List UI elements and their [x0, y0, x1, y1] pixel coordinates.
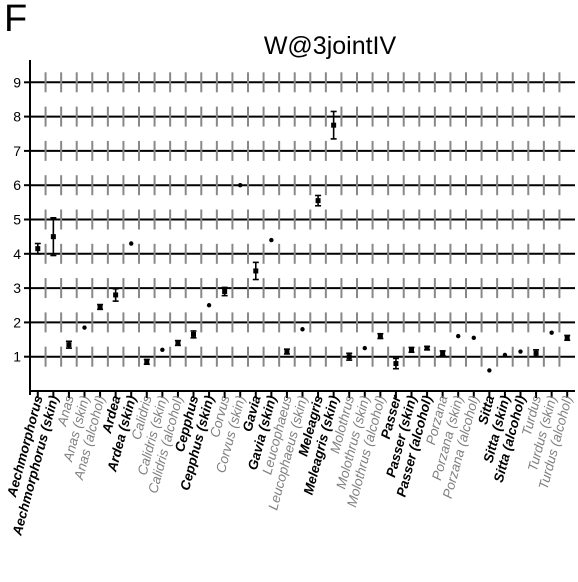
data-point	[424, 345, 430, 351]
y-tick-label: 8	[13, 109, 21, 125]
data-point	[393, 361, 399, 367]
y-tick-label: 7	[13, 143, 21, 159]
data-point	[502, 352, 508, 358]
data-point	[50, 234, 56, 240]
data-point	[160, 347, 165, 353]
data-point	[82, 325, 87, 330]
data-point	[222, 289, 228, 295]
data-point	[238, 183, 243, 188]
data-point	[456, 333, 461, 339]
data-point	[253, 268, 259, 274]
data-point	[440, 350, 446, 356]
data-point	[97, 304, 103, 310]
data-point	[284, 349, 290, 355]
y-tick-label: 2	[13, 314, 21, 330]
data-point	[35, 246, 41, 252]
y-tick-label: 1	[13, 349, 21, 365]
data-point	[346, 354, 352, 360]
data-point	[549, 330, 554, 335]
data-point	[129, 241, 134, 246]
data-point	[487, 368, 492, 373]
y-tick-label: 3	[13, 280, 21, 296]
data-point	[206, 303, 212, 308]
data-point	[471, 335, 476, 341]
x-tick-label: Sitta	[475, 393, 497, 426]
data-point	[533, 350, 539, 356]
data-point	[300, 327, 305, 332]
y-tick-label: 9	[13, 74, 21, 90]
y-tick-label: 4	[13, 246, 21, 262]
data-point	[175, 340, 181, 346]
data-point	[362, 345, 367, 351]
data-point	[409, 347, 414, 353]
data-point	[518, 349, 523, 354]
data-point	[269, 237, 274, 243]
data-point	[191, 331, 196, 337]
data-point	[144, 359, 150, 365]
y-tick-label: 6	[13, 177, 21, 193]
panel-letter: F	[4, 0, 28, 40]
data-point	[564, 335, 570, 341]
data-point	[113, 292, 119, 298]
data-point	[331, 122, 337, 128]
chart-title: W@3jointIV	[264, 32, 397, 60]
data-point	[377, 333, 383, 339]
data-point	[66, 342, 72, 348]
y-tick-label: 5	[13, 212, 21, 228]
data-point	[315, 198, 321, 204]
